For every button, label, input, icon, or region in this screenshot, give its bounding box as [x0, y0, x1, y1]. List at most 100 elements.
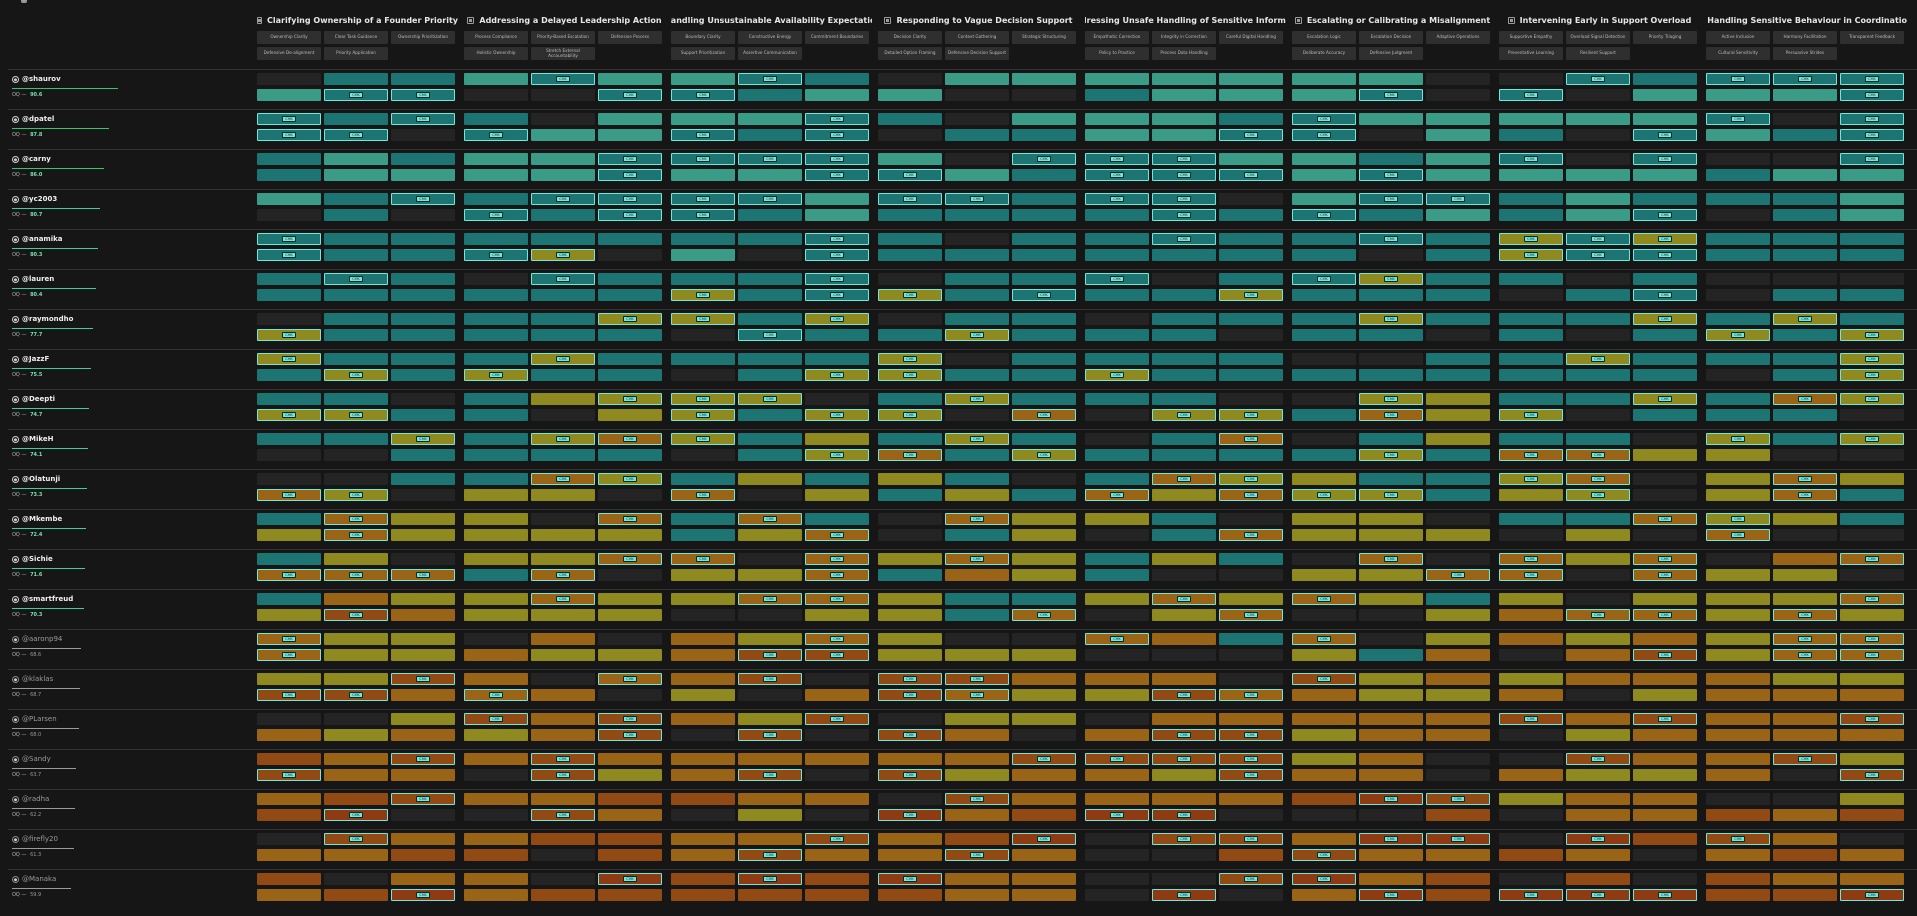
score-cell[interactable]	[738, 353, 802, 365]
score-cell[interactable]	[1706, 769, 1770, 781]
score-cell[interactable]	[1219, 449, 1283, 461]
score-cell[interactable]	[1152, 873, 1216, 885]
score-cell[interactable]: CHK	[878, 193, 942, 205]
column-header[interactable]: Defensive De-alignment	[257, 47, 321, 60]
user-handle[interactable]: @yc2003	[22, 195, 58, 203]
user-handle[interactable]: @lauren	[22, 275, 55, 283]
score-cell[interactable]	[1219, 233, 1283, 245]
score-cell[interactable]: CHK	[1706, 433, 1770, 445]
score-cell[interactable]: CHK	[738, 873, 802, 885]
score-cell[interactable]	[598, 593, 662, 605]
score-cell[interactable]	[531, 833, 595, 845]
score-cell[interactable]	[391, 353, 455, 365]
score-cell[interactable]: CHK	[531, 249, 595, 261]
score-cell[interactable]	[531, 369, 595, 381]
score-cell[interactable]	[1012, 353, 1076, 365]
score-cell[interactable]	[1292, 473, 1356, 485]
score-cell[interactable]: CHK	[598, 313, 662, 325]
score-cell[interactable]: CHK	[1085, 489, 1149, 501]
score-cell[interactable]	[1012, 889, 1076, 901]
score-cell[interactable]	[738, 89, 802, 101]
score-cell[interactable]: CHK	[324, 569, 388, 581]
score-cell[interactable]	[1633, 409, 1697, 421]
score-cell[interactable]	[324, 153, 388, 165]
score-cell[interactable]	[598, 529, 662, 541]
score-cell[interactable]	[1566, 809, 1630, 821]
score-cell[interactable]	[671, 473, 735, 485]
score-cell[interactable]	[1359, 633, 1423, 645]
score-cell[interactable]	[1426, 473, 1490, 485]
column-header[interactable]: Cultural Sensitivity	[1706, 47, 1770, 60]
score-cell[interactable]	[1152, 129, 1216, 141]
score-cell[interactable]	[1012, 73, 1076, 85]
score-cell[interactable]	[598, 113, 662, 125]
score-cell[interactable]: CHK	[1566, 233, 1630, 245]
score-cell[interactable]	[1085, 713, 1149, 725]
score-cell[interactable]	[1085, 129, 1149, 141]
score-cell[interactable]	[531, 313, 595, 325]
score-cell[interactable]	[1359, 713, 1423, 725]
score-cell[interactable]	[1706, 273, 1770, 285]
score-cell[interactable]: CHK	[1292, 849, 1356, 861]
score-cell[interactable]	[671, 673, 735, 685]
user-name[interactable]: @Deepti	[12, 395, 55, 403]
score-cell[interactable]	[1012, 249, 1076, 261]
score-cell[interactable]	[1633, 113, 1697, 125]
score-cell[interactable]	[1840, 313, 1904, 325]
score-cell[interactable]	[1633, 473, 1697, 485]
score-cell[interactable]	[464, 113, 528, 125]
score-cell[interactable]: CHK	[1633, 209, 1697, 221]
user-handle[interactable]: @MikeH	[22, 435, 54, 443]
score-cell[interactable]: CHK	[531, 73, 595, 85]
score-cell[interactable]	[1219, 553, 1283, 565]
score-cell[interactable]	[1085, 249, 1149, 261]
score-cell[interactable]	[1706, 889, 1770, 901]
score-cell[interactable]	[805, 489, 869, 501]
column-header[interactable]: Empathetic Correction	[1085, 31, 1149, 44]
score-cell[interactable]	[1292, 689, 1356, 701]
score-cell[interactable]: CHK	[1840, 113, 1904, 125]
score-cell[interactable]: CHK	[1840, 649, 1904, 661]
score-cell[interactable]: CHK	[1292, 273, 1356, 285]
score-cell[interactable]	[1012, 689, 1076, 701]
score-cell[interactable]	[1012, 849, 1076, 861]
score-cell[interactable]	[464, 873, 528, 885]
score-cell[interactable]: CHK	[1566, 473, 1630, 485]
score-cell[interactable]	[671, 753, 735, 765]
score-cell[interactable]	[1706, 689, 1770, 701]
score-cell[interactable]	[1359, 873, 1423, 885]
score-cell[interactable]: CHK	[324, 529, 388, 541]
score-cell[interactable]: CHK	[1152, 153, 1216, 165]
score-cell[interactable]: CHK	[1219, 289, 1283, 301]
score-cell[interactable]: CHK	[1359, 193, 1423, 205]
score-cell[interactable]	[1426, 729, 1490, 741]
score-cell[interactable]	[1499, 673, 1563, 685]
score-cell[interactable]	[464, 529, 528, 541]
score-cell[interactable]	[1292, 169, 1356, 181]
score-cell[interactable]: CHK	[1219, 833, 1283, 845]
score-cell[interactable]	[464, 313, 528, 325]
score-cell[interactable]	[531, 673, 595, 685]
score-cell[interactable]: CHK	[878, 353, 942, 365]
score-cell[interactable]	[945, 73, 1009, 85]
score-cell[interactable]	[1152, 569, 1216, 581]
score-cell[interactable]	[1773, 113, 1837, 125]
score-cell[interactable]	[257, 433, 321, 445]
score-cell[interactable]	[1426, 633, 1490, 645]
score-cell[interactable]	[464, 769, 528, 781]
user-handle[interactable]: @anamika	[22, 235, 63, 243]
score-cell[interactable]: CHK	[257, 353, 321, 365]
score-cell[interactable]	[805, 473, 869, 485]
score-cell[interactable]	[1426, 609, 1490, 621]
score-cell[interactable]	[391, 689, 455, 701]
score-cell[interactable]	[391, 529, 455, 541]
score-cell[interactable]: CHK	[598, 153, 662, 165]
score-cell[interactable]	[531, 393, 595, 405]
user-handle[interactable]: @dpatel	[22, 115, 55, 123]
score-cell[interactable]	[1499, 273, 1563, 285]
score-cell[interactable]	[1633, 873, 1697, 885]
score-cell[interactable]	[805, 793, 869, 805]
score-cell[interactable]	[464, 593, 528, 605]
score-cell[interactable]	[1085, 593, 1149, 605]
score-cell[interactable]	[1773, 169, 1837, 181]
